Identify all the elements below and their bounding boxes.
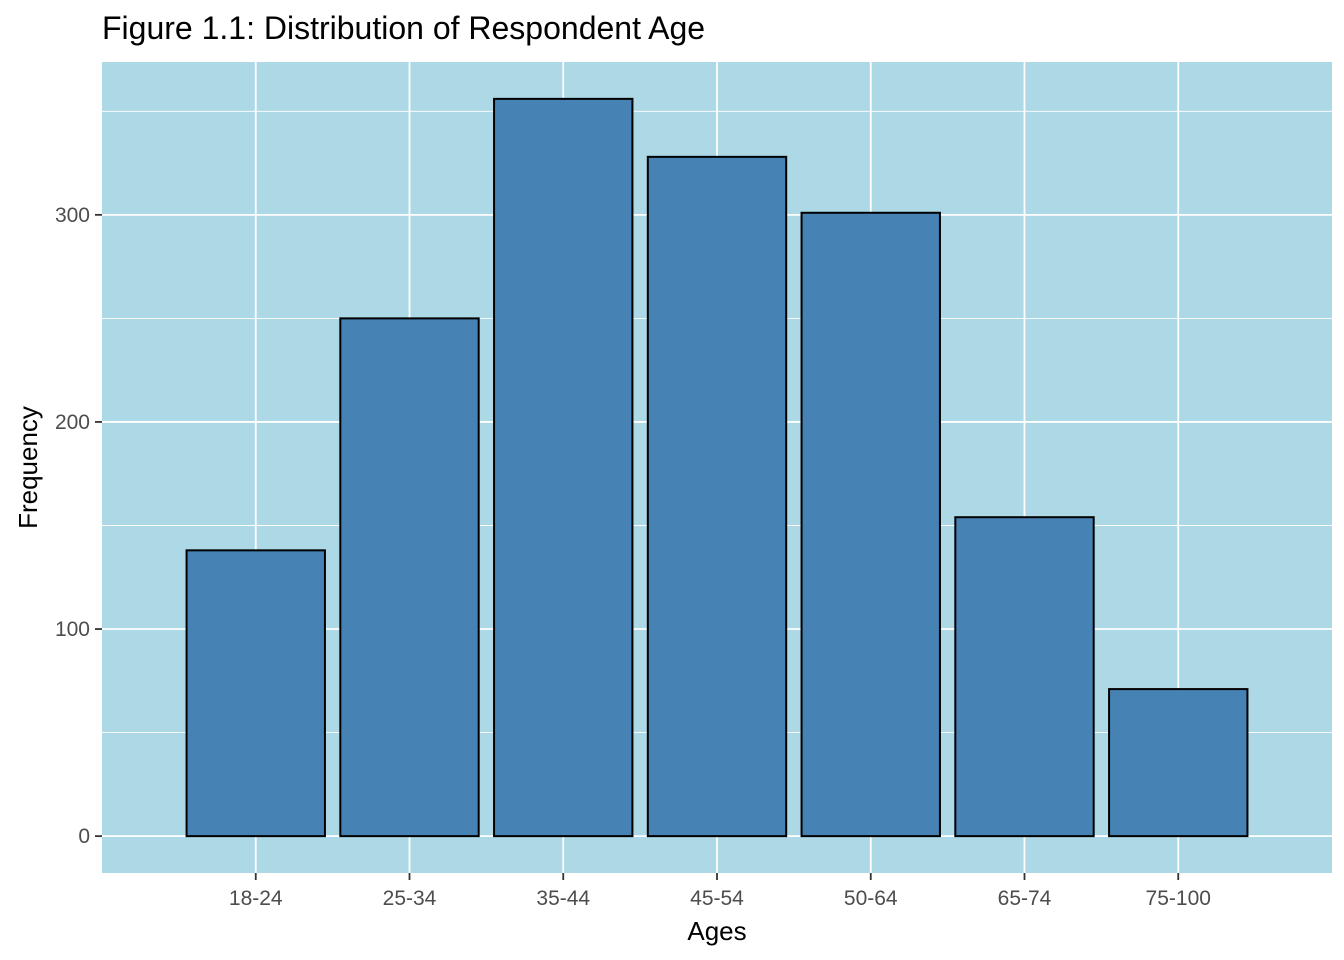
bar-65-74: [954, 516, 1095, 838]
y-tick-label: 300: [55, 204, 90, 227]
y-axis-title: Frequency: [13, 406, 43, 529]
y-tick-label: 100: [55, 618, 90, 641]
bar-18-24: [185, 549, 326, 838]
y-tick-label: 0: [78, 825, 90, 848]
y-axis: 0 100 200 300: [55, 204, 102, 848]
bar-25-34: [339, 317, 480, 838]
x-tick-label: 65-74: [998, 887, 1052, 910]
bar-45-54: [646, 155, 788, 838]
x-tick-label: 35-44: [536, 887, 590, 910]
x-tick-label: 75-100: [1146, 887, 1211, 910]
x-tick-label: 25-34: [383, 887, 437, 910]
bars: [185, 97, 1249, 838]
x-axis: 18-24 25-34 35-44 45-54 50-64 65-74 75-100: [229, 873, 1211, 910]
x-tick-label: 45-54: [690, 887, 744, 910]
x-tick-label: 50-64: [844, 887, 898, 910]
x-tick-label: 18-24: [229, 887, 283, 910]
bar-50-64: [800, 211, 941, 838]
bar-35-44: [493, 97, 634, 838]
y-tick-label: 200: [55, 411, 90, 434]
x-axis-title: Ages: [687, 916, 746, 946]
bar-75-100: [1108, 688, 1249, 838]
chart-title: Figure 1.1: Distribution of Respondent A…: [102, 10, 706, 46]
